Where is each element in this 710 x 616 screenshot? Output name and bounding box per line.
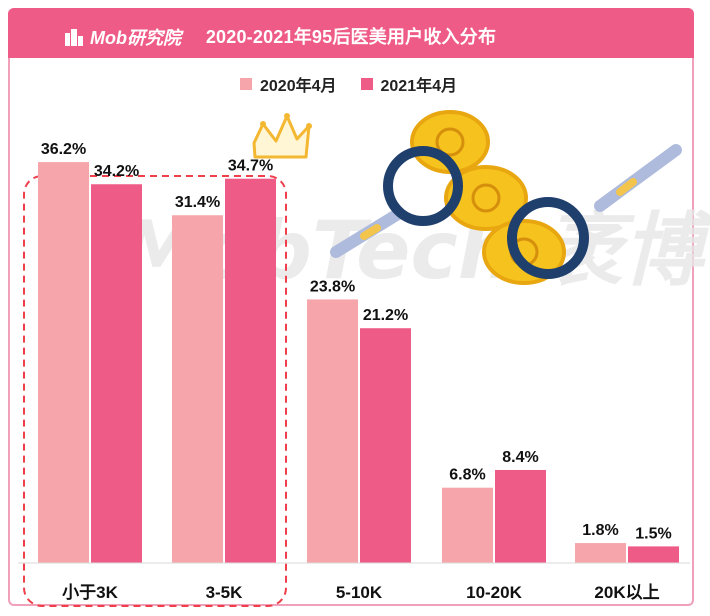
- chart-frame: [8, 8, 694, 606]
- legend-label-2020: 2020年4月: [260, 78, 337, 95]
- chart-header: Mob研究院 2020-2021年95后医美用户收入分布: [8, 8, 694, 58]
- legend: 2020年4月 2021年4月: [240, 72, 457, 96]
- chart-title: 2020-2021年95后医美用户收入分布: [205, 27, 497, 47]
- brand-text: Mob研究院: [90, 28, 181, 48]
- legend-label-2021: 2021年4月: [380, 78, 458, 95]
- building-icon: [64, 28, 84, 46]
- legend-swatch-2020: [240, 78, 252, 90]
- brand-logo: Mob研究院: [64, 24, 181, 50]
- legend-item-2020: 2020年4月: [240, 72, 337, 96]
- legend-item-2021: 2021年4月: [360, 72, 458, 96]
- legend-swatch-2021: [360, 78, 373, 90]
